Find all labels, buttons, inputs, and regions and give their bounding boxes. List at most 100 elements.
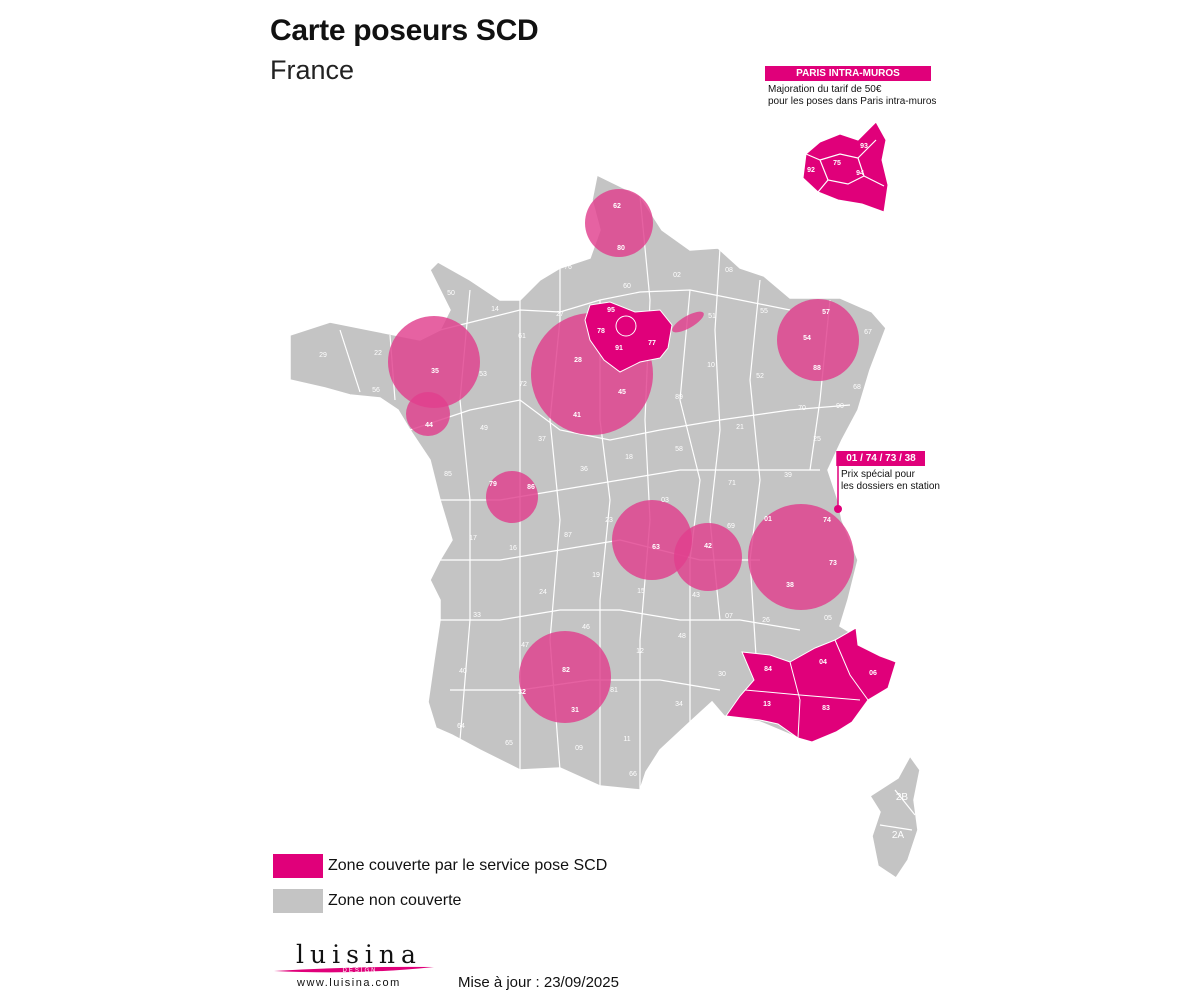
department-label-22: 22 bbox=[374, 350, 382, 357]
department-label-2A: 2A bbox=[892, 830, 905, 841]
department-label-07: 07 bbox=[725, 613, 733, 620]
department-label-58: 58 bbox=[675, 446, 683, 453]
department-label-69: 69 bbox=[727, 523, 735, 530]
station-callout-line1: Prix spécial pour bbox=[841, 469, 915, 480]
department-label-38: 38 bbox=[786, 582, 794, 589]
department-label-13: 13 bbox=[763, 701, 771, 708]
department-label-21: 21 bbox=[736, 424, 744, 431]
department-label-87: 87 bbox=[564, 532, 572, 539]
department-labels: 59 76 02 08 50 14 61 27 60 51 55 67 29 22 56 53 72 10 52 68… bbox=[319, 143, 908, 841]
department-label-16: 16 bbox=[509, 545, 517, 552]
department-label-45: 45 bbox=[618, 389, 626, 396]
department-label-46: 46 bbox=[582, 624, 590, 631]
department-label-34: 34 bbox=[675, 701, 683, 708]
department-label-40: 40 bbox=[459, 668, 467, 675]
department-label-60: 60 bbox=[623, 283, 631, 290]
station-callout-line2: les dossiers en station bbox=[841, 481, 940, 492]
department-label-71: 71 bbox=[728, 480, 736, 487]
update-date: Mise à jour : 23/09/2025 bbox=[458, 974, 619, 991]
department-label-75: 75 bbox=[833, 160, 841, 167]
paris-callout-heading: PARIS INTRA-MUROS bbox=[765, 66, 931, 81]
department-label-77: 77 bbox=[648, 340, 656, 347]
department-label-27: 27 bbox=[556, 311, 564, 318]
department-label-62: 62 bbox=[613, 203, 621, 210]
department-label-74: 74 bbox=[823, 517, 831, 524]
logo-swoosh: DESIGN bbox=[274, 966, 434, 974]
zone-51-ellipse bbox=[672, 311, 704, 333]
department-label-32: 32 bbox=[518, 689, 526, 696]
department-label-83: 83 bbox=[822, 705, 830, 712]
department-label-79: 79 bbox=[489, 481, 497, 488]
zone-57-54-88 bbox=[777, 299, 859, 381]
department-label-51: 51 bbox=[708, 313, 716, 320]
department-label-11: 11 bbox=[623, 736, 630, 743]
zone-44 bbox=[406, 392, 450, 436]
logo-url: www.luisina.com bbox=[297, 977, 401, 989]
zone-82-31 bbox=[519, 631, 611, 723]
department-label-80: 80 bbox=[617, 245, 625, 252]
paris-inset-shape bbox=[802, 121, 889, 213]
department-label-88: 88 bbox=[813, 365, 821, 372]
department-label-92: 92 bbox=[807, 167, 815, 174]
department-label-01: 01 bbox=[764, 516, 772, 523]
station-callout-heading: 01 / 74 / 73 / 38 bbox=[837, 451, 925, 466]
paris-callout-line1: Majoration du tarif de 50€ bbox=[768, 84, 882, 95]
department-label-64: 64 bbox=[457, 723, 465, 730]
department-label-35: 35 bbox=[431, 368, 439, 375]
department-label-42: 42 bbox=[704, 543, 712, 550]
logo-wordmark: luisina bbox=[296, 940, 422, 969]
department-label-81: 81 bbox=[610, 687, 618, 694]
department-label-55: 55 bbox=[760, 308, 768, 315]
department-label-91: 91 bbox=[615, 345, 623, 352]
department-label-82: 82 bbox=[562, 667, 570, 674]
zone-35 bbox=[388, 316, 480, 408]
department-label-57: 57 bbox=[822, 309, 830, 316]
department-label-66: 66 bbox=[629, 771, 637, 778]
department-label-06: 06 bbox=[869, 670, 877, 677]
page-subtitle: France bbox=[270, 55, 355, 85]
department-label-56: 56 bbox=[372, 387, 380, 394]
department-label-36: 36 bbox=[580, 466, 588, 473]
department-label-73: 73 bbox=[829, 560, 837, 567]
zone-62-80 bbox=[585, 189, 653, 257]
legend-covered-label: Zone couverte par le service pose SCD bbox=[328, 857, 608, 874]
department-label-17: 17 bbox=[469, 535, 477, 542]
zone-alps bbox=[748, 504, 854, 610]
department-label-52: 52 bbox=[756, 373, 764, 380]
page-title: Carte poseurs SCD bbox=[270, 14, 539, 47]
department-label-67: 67 bbox=[864, 329, 872, 336]
department-label-68: 68 bbox=[853, 384, 861, 391]
department-label-02: 02 bbox=[673, 272, 681, 279]
department-label-44: 44 bbox=[425, 422, 433, 429]
department-label-30: 30 bbox=[718, 671, 726, 678]
department-label-90: 90 bbox=[836, 403, 844, 410]
covered-zones bbox=[388, 189, 859, 723]
department-label-2B: 2B bbox=[896, 792, 909, 803]
department-label-31: 31 bbox=[571, 707, 579, 714]
department-label-14: 14 bbox=[491, 306, 499, 313]
zone-63 bbox=[612, 500, 692, 580]
department-label-78: 78 bbox=[597, 328, 605, 335]
department-label-15: 15 bbox=[637, 588, 645, 595]
department-label-70: 70 bbox=[798, 405, 806, 412]
paris-petite-couronne bbox=[615, 315, 637, 337]
department-label-43: 43 bbox=[692, 592, 700, 599]
department-label-50: 50 bbox=[447, 290, 455, 297]
department-label-08: 08 bbox=[725, 267, 733, 274]
zone-79-86 bbox=[486, 471, 538, 523]
legend-covered-swatch bbox=[273, 854, 323, 878]
department-label-29: 29 bbox=[319, 352, 327, 359]
department-label-53: 53 bbox=[479, 371, 487, 378]
department-label-94: 94 bbox=[856, 170, 864, 177]
paris-callout-line2: pour les poses dans Paris intra-muros bbox=[768, 96, 937, 107]
department-label-24: 24 bbox=[539, 589, 547, 596]
department-label-41: 41 bbox=[573, 412, 581, 419]
department-label-54: 54 bbox=[803, 335, 811, 342]
zone-42 bbox=[674, 523, 742, 591]
corsica-shape bbox=[868, 754, 921, 880]
department-label-86: 86 bbox=[527, 484, 535, 491]
department-label-93: 93 bbox=[860, 143, 868, 150]
department-label-48: 48 bbox=[678, 633, 686, 640]
department-label-72: 72 bbox=[519, 381, 527, 388]
